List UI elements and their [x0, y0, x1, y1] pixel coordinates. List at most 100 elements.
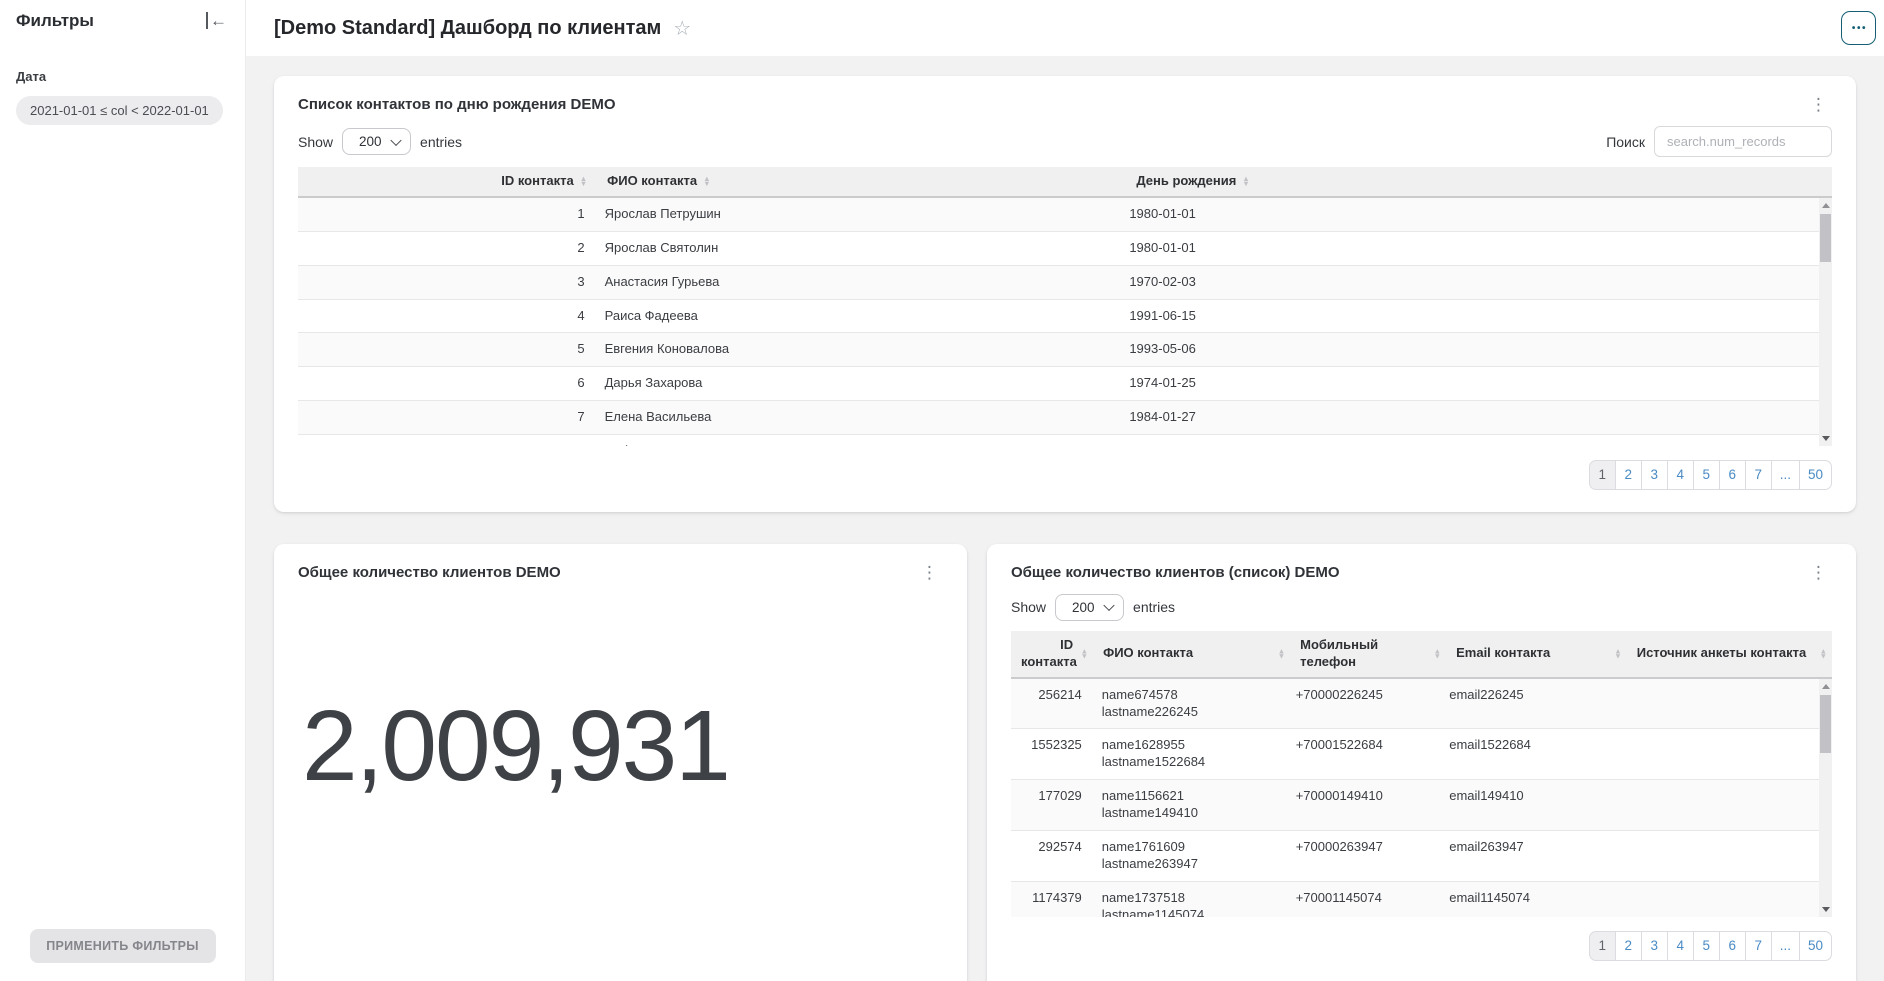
scroll-up-arrow-icon[interactable]	[1821, 202, 1830, 208]
collapse-sidebar-button[interactable]	[204, 10, 229, 31]
page-size-control: Show 200 entries	[298, 128, 462, 155]
search-input[interactable]	[1654, 126, 1832, 157]
pager-page-6[interactable]: 6	[1718, 459, 1746, 490]
apply-filters-button[interactable]: ПРИМЕНИТЬ ФИЛЬТРЫ	[29, 929, 216, 963]
column-header[interactable]: Email контакта	[1446, 630, 1627, 679]
pager-page-3[interactable]: 3	[1640, 459, 1668, 490]
pager-page-3[interactable]: 3	[1640, 930, 1668, 961]
page-size-select[interactable]: 200	[342, 128, 412, 155]
table-cell: name1628955 lastname1522684	[1101, 737, 1206, 770]
clients-table-body: 256214 name674578 lastname226245 +70000226…	[1011, 678, 1832, 917]
table-cell: Дарья Захарова	[604, 375, 703, 391]
kebab-menu-icon[interactable]: ⋮	[921, 562, 938, 582]
pager-page-2[interactable]: 2	[1614, 930, 1642, 961]
table-cell: +70000263947	[1295, 839, 1383, 855]
dashboard-more-button[interactable]: •••	[1841, 11, 1876, 45]
table-cell: 4	[577, 307, 585, 323]
pager-page-6[interactable]: 6	[1718, 930, 1746, 961]
sort-icon	[1242, 177, 1249, 186]
column-header-label: ID контакта	[1021, 636, 1077, 669]
date-filter-chip[interactable]: 2021-01-01 ≤ col < 2022-01-01	[16, 96, 223, 125]
table-cell: 1991-06-15	[1129, 307, 1196, 323]
table-cell: email263947	[1449, 839, 1524, 855]
table-cell: email1145074	[1449, 889, 1530, 905]
scroll-thumb[interactable]	[1820, 694, 1831, 753]
column-header[interactable]: ФИО контакта	[597, 167, 1127, 198]
table-cell: 1993-05-06	[1129, 341, 1196, 357]
card-header: Общее количество клиентов DEMO ⋮	[298, 564, 943, 581]
pager-page-1[interactable]: 1	[1588, 930, 1616, 961]
column-header[interactable]: Мобильный телефон	[1290, 630, 1447, 679]
filters-sidebar: Фильтры Дата 2021-01-01 ≤ col < 2022-01-…	[0, 0, 246, 981]
kebab-menu-icon[interactable]: ⋮	[1810, 95, 1827, 114]
sort-icon	[1614, 649, 1621, 658]
scroll-up-arrow-icon[interactable]	[1821, 683, 1830, 689]
table-cell: name674578 lastname226245	[1101, 686, 1198, 719]
table-cell: Анастасия Гурьева	[604, 273, 720, 289]
pager-page-50[interactable]: 50	[1798, 930, 1832, 961]
table-cell: 1974-01-25	[1129, 375, 1196, 391]
card-header: Список контактов по дню рождения DEMO ⋮	[298, 96, 1832, 113]
card-clients-list: Общее количество клиентов (список) DEMO …	[987, 543, 1856, 981]
table-cell: Елена Васильева	[604, 409, 712, 425]
column-header[interactable]: Источник анкеты контакта	[1626, 630, 1832, 679]
page-size-select-wrap: 200	[1055, 593, 1125, 621]
total-clients-value: 2,009,931	[302, 689, 731, 802]
date-filter-label: Дата	[16, 69, 47, 84]
sort-icon	[1434, 649, 1441, 658]
column-header-label: Email контакта	[1456, 645, 1551, 661]
column-header[interactable]: ID контакта	[1011, 630, 1094, 679]
pager-page-7[interactable]: 7	[1744, 459, 1772, 490]
vertical-scrollbar[interactable]	[1819, 678, 1832, 917]
pager-page-5[interactable]: 5	[1692, 930, 1720, 961]
scroll-down-arrow-icon[interactable]	[1821, 906, 1830, 912]
column-header-label: ID контакта	[501, 173, 574, 188]
scroll-thumb[interactable]	[1820, 213, 1831, 262]
pager-ellipsis[interactable]: ...	[1770, 930, 1800, 961]
kebab-menu-icon[interactable]: ⋮	[1810, 562, 1827, 582]
table-cell: Раиса Фадеева	[604, 307, 698, 323]
table-cell: Ярослав Петрушин	[604, 205, 721, 221]
sort-icon	[1820, 649, 1827, 658]
table-cell: София Макарова	[595, 435, 1120, 446]
page-size-select[interactable]: 200	[1055, 593, 1125, 621]
table-controls: Show 200 entries	[1011, 593, 1832, 621]
clients-pagination: 1 2 3 4 5 6 7... 50	[1011, 930, 1832, 961]
table-cell: email149410	[1449, 788, 1524, 804]
pager-page-4[interactable]: 4	[1666, 459, 1694, 490]
column-header[interactable]: День рождения	[1126, 167, 1832, 198]
table-cell: 256214	[1038, 686, 1082, 702]
pager-page-5[interactable]: 5	[1692, 459, 1720, 490]
page-size-control: Show 200 entries	[1011, 593, 1176, 621]
card-total-clients: Общее количество клиентов DEMO ⋮ 2,009,9…	[274, 543, 967, 981]
pager-page-1[interactable]: 1	[1588, 459, 1616, 490]
show-label: Show	[298, 133, 334, 150]
vertical-scrollbar[interactable]	[1819, 197, 1832, 446]
column-header-label: Источник анкеты контакта	[1636, 645, 1807, 661]
show-label: Show	[1011, 599, 1047, 616]
table-cell: name1737518 lastname1145074	[1101, 889, 1205, 917]
table-cell: +70000149410	[1295, 788, 1383, 804]
card-title: Список контактов по дню рождения DEMO	[298, 96, 616, 113]
pager-ellipsis[interactable]: ...	[1770, 459, 1800, 490]
table-cell: email226245	[1449, 686, 1524, 702]
entries-label: entries	[1133, 599, 1176, 616]
birthday-pagination: 1 2 3 4 5 6 7... 50	[298, 459, 1832, 490]
pager-page-50[interactable]: 50	[1798, 459, 1832, 490]
scroll-down-arrow-icon[interactable]	[1821, 435, 1830, 441]
favorite-star-icon[interactable]: ☆	[673, 17, 692, 40]
column-header[interactable]: ID контакта	[298, 167, 598, 198]
filters-title: Фильтры	[16, 10, 94, 30]
pager-page-7[interactable]: 7	[1744, 930, 1772, 961]
table-cell: 7	[577, 409, 585, 425]
dashboard-content: Список контактов по дню рождения DEMO ⋮ …	[246, 56, 1884, 981]
pager-page-4[interactable]: 4	[1666, 930, 1694, 961]
table-cell: Ярослав Святолин	[604, 239, 719, 255]
table-cell: 1552325	[1031, 737, 1082, 753]
table-row: 1552325 name1628955 lastname1522684 +70001…	[1011, 729, 1819, 780]
bottom-cards-row: Общее количество клиентов DEMO ⋮ 2,009,9…	[274, 543, 1856, 981]
table-cell: name1761609 lastname263947	[1101, 839, 1198, 871]
pager-page-2[interactable]: 2	[1614, 459, 1642, 490]
table-cell	[1617, 881, 1819, 916]
column-header[interactable]: ФИО контакта	[1093, 630, 1291, 679]
